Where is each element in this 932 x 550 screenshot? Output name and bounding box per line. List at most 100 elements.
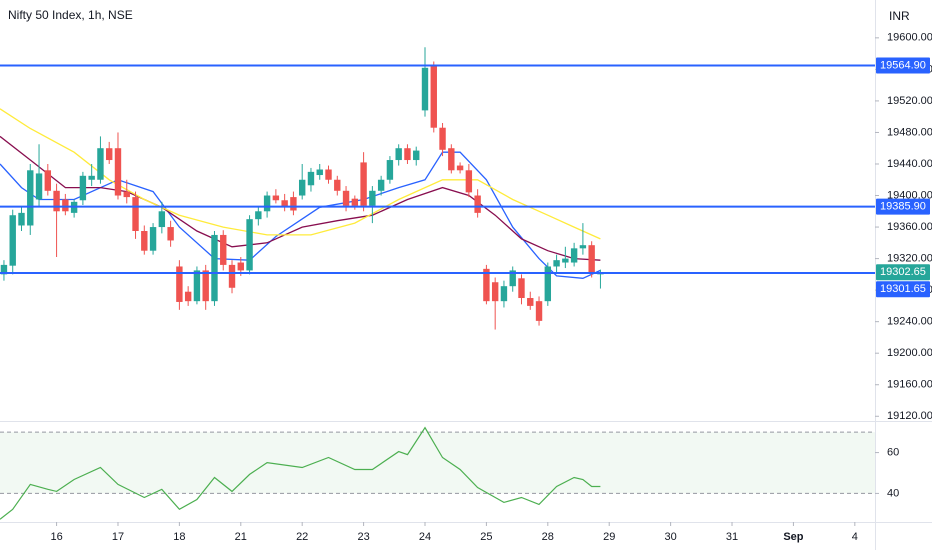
candle-body: [535, 301, 543, 321]
candle-body: [386, 160, 394, 180]
candle-body: [9, 215, 16, 266]
level-label-bg: [876, 281, 930, 298]
y-tick-label: 19160.00: [887, 379, 932, 391]
candle-body: [448, 148, 455, 171]
level-label: 19385.90: [880, 201, 926, 213]
candle-body: [439, 127, 446, 150]
candle-body: [369, 190, 376, 206]
candle-body: [413, 150, 420, 161]
candle-body: [123, 191, 130, 198]
candle-body: [544, 266, 552, 302]
candle-body: [53, 190, 60, 212]
candle-body: [176, 266, 183, 302]
candle-body: [500, 286, 508, 302]
candle-body: [325, 169, 332, 180]
x-tick-label: 17: [112, 531, 124, 543]
candle-body: [334, 179, 341, 191]
candle-body: [263, 195, 271, 212]
candle-body: [114, 148, 122, 196]
candle-body: [184, 291, 192, 302]
candle-body: [483, 268, 490, 302]
x-tick-label: 22: [296, 531, 308, 543]
candle-body: [307, 171, 315, 186]
x-tick-label: 23: [357, 531, 369, 543]
x-tick-label: 28: [542, 531, 554, 543]
chart-title: Nifty 50 Index, 1h, NSE: [8, 8, 133, 22]
candle-body: [88, 175, 95, 180]
level-label-bg: [876, 198, 930, 215]
candle-body: [18, 212, 25, 226]
candle-body: [246, 219, 253, 271]
candle-body: [518, 278, 525, 299]
candle-body: [491, 282, 499, 302]
x-tick-label: 4: [852, 531, 858, 543]
y-tick-label: 19480.00: [887, 126, 932, 138]
y-tick-label: 19600.00: [887, 32, 932, 44]
candle-body: [44, 170, 52, 191]
candle-body: [570, 248, 578, 263]
candle-body: [474, 195, 481, 213]
candle-body: [62, 199, 69, 212]
candle-body: [298, 179, 306, 196]
x-tick-label: Sep: [783, 531, 803, 543]
x-tick-label: 24: [419, 531, 431, 543]
x-tick-label: 30: [664, 531, 676, 543]
candle-body: [281, 200, 288, 208]
y-tick-label: 19120.00: [887, 410, 932, 422]
candle-body: [421, 67, 429, 111]
y-tick-label: 19200.00: [887, 347, 932, 359]
rsi-tick-label: 60: [887, 446, 899, 458]
last-price-label: 19302.65: [880, 266, 926, 278]
x-tick-label: 18: [173, 531, 185, 543]
candle-body: [272, 195, 280, 201]
rsi-band: [0, 432, 875, 494]
candle-body: [97, 148, 104, 180]
candle-body: [316, 169, 323, 176]
candle-body: [211, 234, 218, 302]
y-tick-label: 19360.00: [887, 221, 932, 233]
x-tick-label: 31: [726, 531, 738, 543]
candle-body: [465, 170, 473, 193]
candle-body: [509, 270, 516, 287]
candle-body: [0, 264, 8, 275]
candle-body: [456, 165, 464, 171]
candle-body: [430, 64, 437, 128]
candle-body: [290, 197, 297, 211]
y-tick-label: 19440.00: [887, 158, 932, 170]
candle-body: [79, 175, 87, 201]
candle-body: [132, 197, 139, 231]
x-tick-label: 16: [50, 531, 62, 543]
level-label-bg: [876, 57, 930, 74]
rsi-line: [0, 426, 601, 520]
level-label: 19301.65: [880, 283, 926, 295]
candle-body: [395, 148, 402, 161]
candle-body: [35, 173, 43, 200]
y-tick-label: 19520.00: [887, 95, 932, 107]
moving-average: [0, 151, 601, 279]
candle-body: [237, 262, 244, 271]
candle-body: [106, 148, 113, 161]
x-tick-label: 25: [480, 531, 492, 543]
candle-body: [351, 198, 359, 206]
candle-body: [202, 270, 209, 302]
candle-body: [579, 245, 587, 249]
moving-average: [0, 135, 601, 261]
candle-body: [255, 211, 262, 220]
x-tick-label: 21: [235, 531, 247, 543]
y-tick-label: 19400.00: [887, 189, 932, 201]
y-tick-label: 19240.00: [887, 316, 932, 328]
candle-body: [377, 179, 385, 191]
candle-body: [360, 162, 367, 206]
candle-body: [167, 227, 174, 241]
candle-body: [342, 190, 350, 206]
candle-body: [404, 148, 411, 161]
level-label: 19564.90: [880, 59, 926, 71]
candle-body: [193, 270, 201, 302]
candle-body: [527, 298, 534, 306]
candle-body: [562, 258, 569, 263]
candle-body: [553, 260, 560, 267]
candle-body: [141, 230, 148, 251]
last-price-bg: [876, 264, 930, 281]
